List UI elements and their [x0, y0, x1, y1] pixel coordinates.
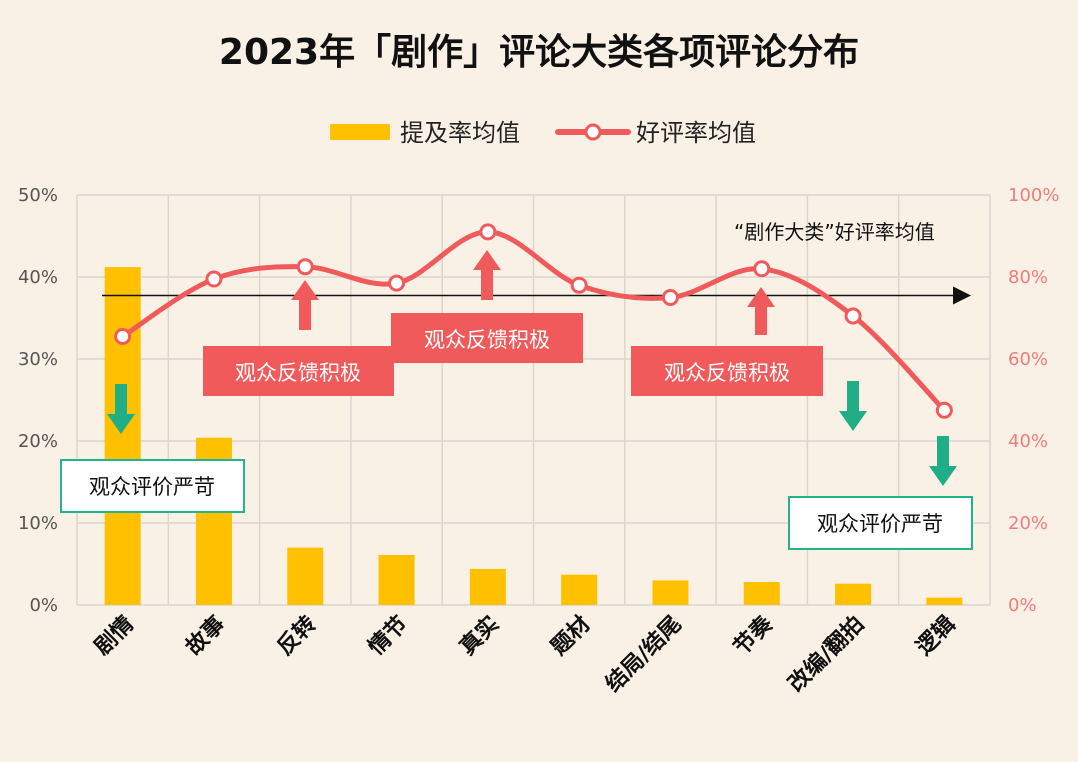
line-point	[296, 258, 314, 276]
bar	[287, 547, 324, 605]
bar	[835, 583, 872, 605]
line-point	[205, 270, 223, 288]
x-category-label: 节奏	[728, 610, 778, 660]
line-point	[388, 274, 406, 292]
x-category-label: 情节	[363, 611, 413, 661]
x-category-label: 逻辑	[911, 611, 961, 661]
bar	[743, 582, 780, 605]
legend-bar-swatch	[330, 124, 390, 140]
y-left-tick-label: 10%	[18, 513, 58, 534]
positive-feedback-box	[631, 346, 823, 396]
down-arrow-icon	[839, 381, 867, 431]
x-category-label: 结局/结尾	[600, 611, 686, 697]
legend-line-label: 好评率均值	[636, 119, 756, 147]
up-arrow-icon	[473, 250, 501, 300]
x-category-label: 改编/翻拍	[783, 611, 869, 697]
x-category-label: 故事	[181, 611, 231, 661]
line-point	[570, 276, 588, 294]
positive-feedback-label: 观众反馈积极	[235, 361, 361, 385]
reference-line-label: “剧作大类”好评率均值	[734, 220, 935, 244]
x-category-label: 真实	[455, 611, 505, 661]
x-category-label: 反转	[272, 611, 322, 661]
y-left-tick-label: 40%	[18, 267, 58, 288]
y-right-tick-label: 60%	[1008, 349, 1048, 370]
legend-line-marker	[584, 123, 602, 141]
annotations: 观众反馈积极 观众反馈积极 观众反馈积极 观众评价严苛 观众评价严苛	[60, 250, 973, 550]
legend: 提及率均值 好评率均值	[330, 119, 756, 147]
strict-review-box	[60, 459, 245, 513]
positive-feedback-box	[391, 313, 583, 363]
line-point	[844, 307, 862, 325]
strict-review-label: 观众评价严苛	[817, 512, 943, 536]
down-arrow-icon	[929, 436, 957, 486]
x-category-label: 剧情	[89, 611, 139, 661]
x-category-label: 题材	[547, 612, 596, 661]
bar	[652, 580, 689, 605]
line-point	[479, 223, 497, 241]
line-point	[753, 260, 771, 278]
up-arrow-icon	[291, 280, 319, 330]
y-right-tick-label: 20%	[1008, 513, 1048, 534]
y-left-tick-label: 30%	[18, 349, 58, 370]
chart-title: 2023年「剧作」评论大类各项评论分布	[219, 32, 859, 73]
line-point	[661, 289, 679, 306]
x-axis-categories: 剧情 故事 反转 情节 真实 题材 结局/结尾 节奏 改编/翻拍 逻辑	[89, 610, 960, 697]
down-arrow-icon	[107, 384, 135, 434]
y-right-tick-label: 80%	[1008, 267, 1048, 288]
positive-feedback-label: 观众反馈积极	[424, 328, 550, 352]
y-right-tick-label: 100%	[1008, 185, 1059, 206]
positive-feedback-box	[203, 346, 394, 396]
bar	[561, 574, 598, 605]
y-left-tick-label: 20%	[18, 431, 58, 452]
y-right-tick-label: 0%	[1008, 595, 1037, 616]
legend-bar-label: 提及率均值	[400, 119, 520, 147]
strict-review-label: 观众评价严苛	[89, 475, 215, 499]
bar	[469, 568, 506, 605]
axis-ticks: 0% 10% 20% 30% 40% 50% 0% 20% 40% 60% 80% 100%	[18, 185, 1059, 616]
line-point	[935, 401, 953, 419]
y-left-tick-label: 50%	[18, 185, 58, 206]
y-left-tick-label: 0%	[29, 595, 58, 616]
line-markers	[114, 223, 953, 419]
bar	[104, 267, 141, 605]
y-right-tick-label: 40%	[1008, 431, 1048, 452]
bar	[926, 597, 963, 605]
line-point	[114, 327, 132, 345]
bar	[378, 554, 415, 605]
positive-feedback-label: 观众反馈积极	[664, 361, 790, 385]
line-series	[120, 229, 947, 413]
strict-review-box	[788, 496, 973, 550]
up-arrow-icon	[747, 287, 775, 335]
